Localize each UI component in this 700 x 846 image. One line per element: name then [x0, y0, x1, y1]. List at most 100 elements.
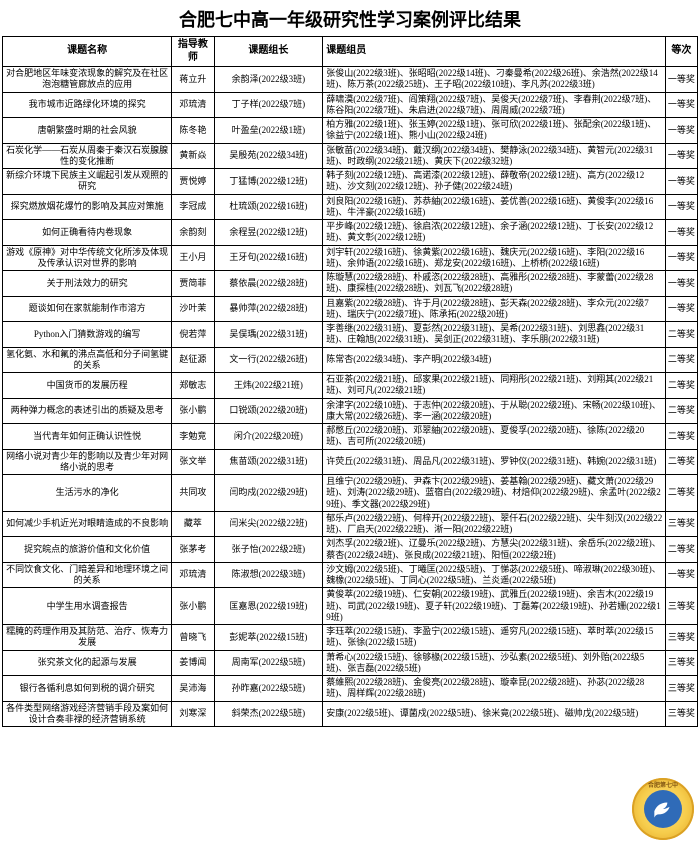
cell-members: 刘良阳(2022级16班)、苏恭紬(2022级16班)、姜优善(2022级16班…: [323, 194, 665, 220]
cell-topic: 糯腌的药理作用及其防范、治疗、恢寿力发展: [3, 625, 172, 651]
cell-advisor: 邓琉清: [172, 562, 214, 588]
cell-advisor: 郑敏志: [172, 373, 214, 399]
table-row: 中学生用水调查报告张小鹏匡嘉恩(2022级19班)黄俊萃(2022级19班)、仁…: [3, 588, 698, 625]
cell-advisor: 张小鹏: [172, 398, 214, 424]
cell-members: 许荧丘(2022级31班)、周品凡(2022级31班)、罗钟仪(2022级31班…: [323, 449, 665, 475]
table-row: 生活污水的净化共同攻闫昀戍(2022级29班)且维宁(2022级29班)、尹森卞…: [3, 475, 698, 512]
cell-members: 陈常杏(2022级34班)、李产明(2022级34班): [323, 347, 665, 373]
cell-members: 黄俊萃(2022级19班)、仁安朝(2022级19班)、武雅丘(2022级19班…: [323, 588, 665, 625]
cell-members: 张敏苗(2022级34班)、戴汉纲(2022级34班)、樊静泳(2022级34班…: [323, 143, 665, 169]
cell-advisor: 余韵刻: [172, 220, 214, 246]
cell-topic: 石炭化学——石炭从周秦于秦汉石炭腺腺性的变化推断: [3, 143, 172, 169]
cell-topic: 生活污水的净化: [3, 475, 172, 512]
table-row: 张究茶文化的起源与发展姜博闻周南军(2022级5班)萧希心(2022级15班)、…: [3, 650, 698, 676]
cell-members: 郁乐卢(2022级22班)、何梓开(2022级22班)、翠仟石(2022级22班…: [323, 511, 665, 537]
cell-advisor: 王小月: [172, 245, 214, 271]
seal-inner: [644, 790, 682, 828]
table-row: 不同饮食文化、门暗差异和地理环境之间的关系邓琉清陈淑想(2022级3班)沙文姆(…: [3, 562, 698, 588]
cell-advisor: 赵征源: [172, 347, 214, 373]
cell-advisor: 张文举: [172, 449, 214, 475]
cell-topic: 游戏《原神》对中华传统文化所涉及体现及传承认识对世界的影响: [3, 245, 172, 271]
cell-grade: 二等奖: [665, 449, 697, 475]
cell-leader: 蔡依晨(2022级28班): [214, 271, 323, 297]
cell-grade: 三等奖: [665, 588, 697, 625]
cell-leader: 吴俣瑀(2022级31班): [214, 322, 323, 348]
table-row: Python入门猜数游戏的编写倪若萍吴俣瑀(2022级31班)李善继(2022级…: [3, 322, 698, 348]
cell-leader: 周南军(2022级5班): [214, 650, 323, 676]
cell-advisor: 吴沛海: [172, 676, 214, 702]
school-seal: 合肥第七中: [632, 778, 694, 840]
table-row: 捉究皖点的旅游价值和文化价值张茅考张子怡(2022级2班)刘杰孚(2022级2班…: [3, 537, 698, 563]
cell-leader: 余程昱(2022级12班): [214, 220, 323, 246]
cell-leader: 闫昀戍(2022级29班): [214, 475, 323, 512]
cell-leader: 王牙句(2022级16班): [214, 245, 323, 271]
cell-grade: 一等奖: [665, 194, 697, 220]
table-row: 两种弹力概念的表述引出的质疑及思考张小鹏口锐颂(2022级20班)余津字(202…: [3, 398, 698, 424]
cell-members: 平步峰(2022级12班)、徐启浓(2022级12班)、余子涵(2022级12班…: [323, 220, 665, 246]
cell-members: 石亚茶(2022级21班)、邱家果(2022级21班)、同翔彤(2022级21班…: [323, 373, 665, 399]
header-grade: 等次: [665, 37, 697, 67]
header-advisor: 指导教师: [172, 37, 214, 67]
table-row: 如何减少手机近光对眼睛造成的不良影响藏萃闫米尖(2022级22班)郁乐卢(202…: [3, 511, 698, 537]
cell-members: 萧希心(2022级15班)、徐够椽(2022级15班)、沙弘素(2022级5班)…: [323, 650, 665, 676]
cell-leader: 彭妮萃(2022级15班): [214, 625, 323, 651]
cell-grade: 一等奖: [665, 562, 697, 588]
cell-advisor: 沙叶茉: [172, 296, 214, 322]
header-members: 课题组员: [323, 37, 665, 67]
seal-text: 合肥第七中: [632, 780, 694, 789]
cell-advisor: 贾悦婷: [172, 169, 214, 195]
cell-topic: 网络小说对青少年的影响以及青少年对网络小说的思考: [3, 449, 172, 475]
cell-grade: 一等奖: [665, 169, 697, 195]
table-row: 当代青年如何正确认识性悦李勉竞闲介(2022级20班)郝憋丘(2022级20班)…: [3, 424, 698, 450]
cell-members: 李珏萃(2022级15班)、李盈宁(2022级15班)、遥穷凡(2022级15班…: [323, 625, 665, 651]
cell-topic: 如何减少手机近光对眼睛造成的不良影响: [3, 511, 172, 537]
table-row: 氢化氨、水和氟的沸点高低和分子间氢键的关系赵征源文一行(2022级26班)陈常杏…: [3, 347, 698, 373]
cell-advisor: 姜博闻: [172, 650, 214, 676]
cell-members: 陈璇慧(2022级28班)、朴戚恣(2022级28班)、高雅彤(2022级28班…: [323, 271, 665, 297]
cell-topic: 关于刑法效力的研究: [3, 271, 172, 297]
bird-icon: [650, 796, 676, 822]
table-row: 题谈如何在家就能制作市溶方沙叶茉暴帅萍(2022级28班)且嘉紫(2022级28…: [3, 296, 698, 322]
table-row: 新综介环境下民族主义崛起引发从观照的研究贾悦婷丁猛博(2022级12班)韩子刻(…: [3, 169, 698, 195]
cell-advisor: 倪若萍: [172, 322, 214, 348]
cell-topic: 对合肥地区年味变浓现象的解究及在社区泡泡糖管廊放点的应用: [3, 67, 172, 93]
cell-grade: 一等奖: [665, 67, 697, 93]
cell-grade: 一等奖: [665, 271, 697, 297]
cell-leader: 丁猛博(2022级12班): [214, 169, 323, 195]
cell-grade: 一等奖: [665, 92, 697, 118]
table-row: 游戏《原神》对中华传统文化所涉及体现及传承认识对世界的影响王小月王牙句(2022…: [3, 245, 698, 271]
cell-members: 且维宁(2022级29班)、尹森卞(2022级29班)、姜基翰(2022级29班…: [323, 475, 665, 512]
cell-leader: 丁子样(2022级7班): [214, 92, 323, 118]
cell-members: 张俊山(2022级3班)、张昭昭(2022级14班)、刁秦曼希(2022级26班…: [323, 67, 665, 93]
table-row: 石炭化学——石炭从周秦于秦汉石炭腺腺性的变化推断黄新焱吴殷苑(2022级34班)…: [3, 143, 698, 169]
table-row: 银行各循利息如何到税的调介研究吴沛海孙昨嘉(2022级5班)蔡維熙(2022级2…: [3, 676, 698, 702]
cell-leader: 焦苗颂(2022级31班): [214, 449, 323, 475]
cell-grade: 三等奖: [665, 625, 697, 651]
cell-grade: 一等奖: [665, 143, 697, 169]
cell-advisor: 李冠成: [172, 194, 214, 220]
cell-grade: 一等奖: [665, 245, 697, 271]
table-row: 糯腌的药理作用及其防范、治疗、恢寿力发展曾晓飞彭妮萃(2022级15班)李珏萃(…: [3, 625, 698, 651]
table-row: 探究燃放烟花爆竹的影响及其应对策施李冠成杜琉颂(2022级16班)刘良阳(202…: [3, 194, 698, 220]
cell-leader: 闫米尖(2022级22班): [214, 511, 323, 537]
table-row: 各件类型网络游戏经济营销手段及案如何设计合奏非禄的经济营销系统刘寒深斜荣杰(20…: [3, 701, 698, 727]
results-table: 课题名称 指导教师 课题组长 课题组员 等次 对合肥地区年味变浓现象的解究及在社…: [2, 36, 698, 727]
cell-topic: 银行各循利息如何到税的调介研究: [3, 676, 172, 702]
header-topic: 课题名称: [3, 37, 172, 67]
cell-leader: 叶盈垒(2022级1班): [214, 118, 323, 144]
cell-members: 蔡維熙(2022级28班)、金俊亮(2022级28班)、璇幸昆(2022级28班…: [323, 676, 665, 702]
cell-topic: 如何正确看待内卷现象: [3, 220, 172, 246]
cell-advisor: 贾简菲: [172, 271, 214, 297]
cell-leader: 陈淑想(2022级3班): [214, 562, 323, 588]
cell-grade: 二等奖: [665, 475, 697, 512]
cell-grade: 一等奖: [665, 296, 697, 322]
header-row: 课题名称 指导教师 课题组长 课题组员 等次: [3, 37, 698, 67]
cell-topic: 唐朝繁盛时期的社会风貌: [3, 118, 172, 144]
page-title: 合肥七中高一年级研究性学习案例评比结果: [0, 0, 700, 36]
cell-topic: 中国货币的发展历程: [3, 373, 172, 399]
table-row: 对合肥地区年味变浓现象的解究及在社区泡泡糖管廊放点的应用蒋立升余韵泽(2022级…: [3, 67, 698, 93]
cell-members: 李善继(2022级31班)、夏彭然(2022级31班)、吴希(2022级31班)…: [323, 322, 665, 348]
cell-advisor: 李勉竞: [172, 424, 214, 450]
cell-members: 余津字(2022级10班)、于志仲(2022级20班)、于从聪(2022级2班)…: [323, 398, 665, 424]
table-row: 关于刑法效力的研究贾简菲蔡依晨(2022级28班)陈璇慧(2022级28班)、朴…: [3, 271, 698, 297]
